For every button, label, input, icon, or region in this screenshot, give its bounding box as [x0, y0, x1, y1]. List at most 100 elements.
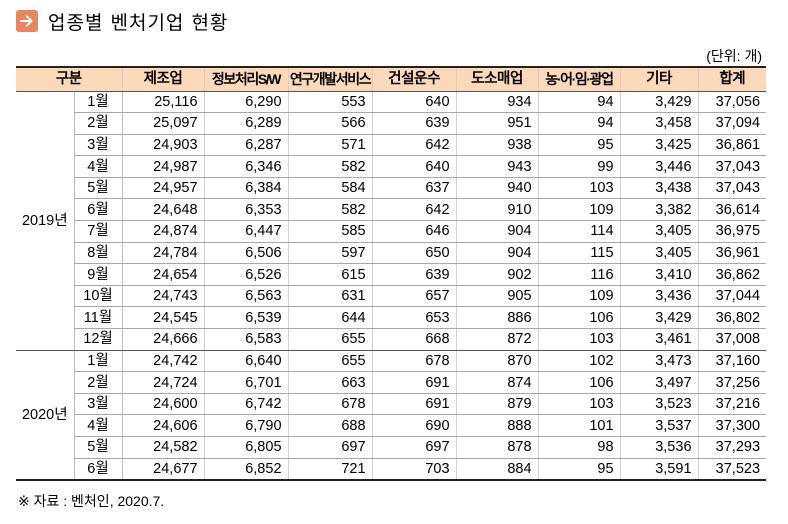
retail-cell: 938 [455, 134, 539, 157]
manufacturing-cell: 25,116 [122, 91, 205, 114]
other-cell: 3,436 [619, 285, 699, 308]
software-cell: 6,346 [203, 155, 289, 178]
month-cell: 8월 [73, 242, 123, 265]
other-cell: 3,591 [619, 458, 699, 481]
retail-cell: 934 [455, 91, 539, 114]
total-cell: 37,008 [697, 328, 767, 351]
agriculture-cell: 98 [537, 436, 621, 459]
header-software: 정보처리S/W [203, 66, 289, 92]
header-rnd-service: 연구개발서비스 [287, 66, 373, 92]
retail-cell: 904 [455, 242, 539, 265]
agriculture-cell: 103 [537, 328, 621, 351]
software-cell: 6,805 [203, 436, 289, 459]
table-row: 4월 24,606 6,790 688 690 888 101 3,537 37,300 [16, 414, 767, 437]
table-row: 5월 24,582 6,805 697 697 878 98 3,536 37,293 [16, 436, 767, 459]
table-row: 5월 24,957 6,384 584 637 940 103 3,438 37,043 [16, 177, 767, 200]
month-cell: 3월 [73, 134, 123, 157]
agriculture-cell: 106 [537, 371, 621, 394]
retail-cell: 940 [455, 177, 539, 200]
total-cell: 37,216 [697, 393, 767, 416]
total-cell: 37,043 [697, 177, 767, 200]
software-cell: 6,506 [203, 242, 289, 265]
software-cell: 6,790 [203, 414, 289, 437]
total-cell: 37,523 [697, 458, 767, 481]
software-cell: 6,447 [203, 220, 289, 243]
other-cell: 3,497 [619, 371, 699, 394]
manufacturing-cell: 24,600 [122, 393, 205, 416]
manufacturing-cell: 24,957 [122, 177, 205, 200]
rnd-service-cell: 584 [287, 177, 373, 200]
total-cell: 36,862 [697, 263, 767, 286]
year-cell: 2019년 [16, 91, 74, 351]
manufacturing-cell: 24,606 [122, 414, 205, 437]
other-cell: 3,405 [619, 242, 699, 265]
manufacturing-cell: 24,743 [122, 285, 205, 308]
manufacturing-cell: 24,545 [122, 306, 205, 330]
software-cell: 6,701 [203, 371, 289, 394]
section-title: 업종별 벤처기업 현황 [16, 8, 228, 34]
agriculture-cell: 109 [537, 198, 621, 222]
manufacturing-cell: 25,097 [122, 112, 205, 135]
agriculture-cell: 114 [537, 220, 621, 243]
manufacturing-cell: 24,724 [122, 371, 205, 394]
software-cell: 6,563 [203, 285, 289, 308]
month-cell: 9월 [73, 263, 123, 286]
other-cell: 3,429 [619, 306, 699, 330]
software-cell: 6,290 [203, 91, 289, 114]
month-cell: 5월 [73, 177, 123, 200]
header-retail: 도소매업 [455, 66, 539, 92]
total-cell: 37,160 [697, 350, 767, 373]
table-row: 4월 24,987 6,346 582 640 943 99 3,446 37,043 [16, 155, 767, 178]
retail-cell: 870 [455, 350, 539, 373]
construction-cell: 703 [371, 458, 457, 481]
agriculture-cell: 103 [537, 393, 621, 416]
month-cell: 12월 [73, 328, 123, 351]
agriculture-cell: 106 [537, 306, 621, 330]
software-cell: 6,539 [203, 306, 289, 330]
rnd-service-cell: 566 [287, 112, 373, 135]
rnd-service-cell: 571 [287, 134, 373, 157]
other-cell: 3,438 [619, 177, 699, 200]
rnd-service-cell: 585 [287, 220, 373, 243]
other-cell: 3,382 [619, 198, 699, 222]
retail-cell: 910 [455, 198, 539, 222]
month-cell: 10월 [73, 285, 123, 308]
rnd-service-cell: 631 [287, 285, 373, 308]
construction-cell: 640 [371, 91, 457, 114]
month-cell: 4월 [73, 155, 123, 178]
venture-table: 구분 제조업 정보처리S/W 연구개발서비스 건설운수 도소매업 농·어·임·광… [16, 66, 767, 481]
header-category: 구분 [16, 66, 123, 92]
manufacturing-cell: 24,666 [122, 328, 205, 351]
table-row: 12월 24,666 6,583 655 668 872 103 3,461 37,008 [16, 328, 767, 351]
agriculture-cell: 109 [537, 285, 621, 308]
month-cell: 4월 [73, 414, 123, 437]
retail-cell: 879 [455, 393, 539, 416]
manufacturing-cell: 24,582 [122, 436, 205, 459]
total-cell: 37,094 [697, 112, 767, 135]
source-note: ※ 자료 : 벤처인, 2020.7. [18, 493, 165, 509]
agriculture-cell: 94 [537, 112, 621, 135]
manufacturing-cell: 24,987 [122, 155, 205, 178]
total-cell: 36,802 [697, 306, 767, 330]
rnd-service-cell: 688 [287, 414, 373, 437]
agriculture-cell: 95 [537, 134, 621, 157]
agriculture-cell: 101 [537, 414, 621, 437]
table-header-row: 구분 제조업 정보처리S/W 연구개발서비스 건설운수 도소매업 농·어·임·광… [16, 66, 767, 92]
page-title: 업종별 벤처기업 현황 [48, 11, 229, 34]
other-cell: 3,537 [619, 414, 699, 437]
month-cell: 11월 [73, 306, 123, 330]
software-cell: 6,526 [203, 263, 289, 286]
rnd-service-cell: 644 [287, 306, 373, 330]
arrow-right-icon [16, 10, 38, 32]
other-cell: 3,523 [619, 393, 699, 416]
month-cell: 2월 [73, 371, 123, 394]
retail-cell: 904 [455, 220, 539, 243]
construction-cell: 691 [371, 393, 457, 416]
manufacturing-cell: 24,742 [122, 350, 205, 373]
construction-cell: 678 [371, 350, 457, 373]
construction-cell: 640 [371, 155, 457, 178]
total-cell: 36,614 [697, 198, 767, 222]
software-cell: 6,583 [203, 328, 289, 351]
retail-cell: 902 [455, 263, 539, 286]
other-cell: 3,446 [619, 155, 699, 178]
